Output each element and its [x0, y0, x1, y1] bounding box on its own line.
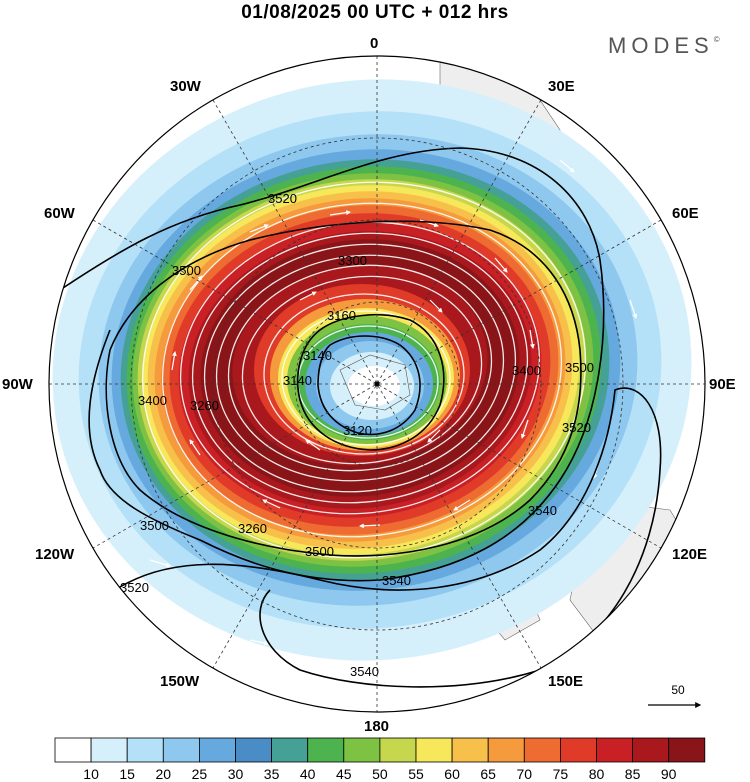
height-contours [59, 147, 662, 688]
lon-label-30w: 30W [170, 78, 201, 95]
copyright-mark: © [713, 35, 720, 44]
contour-label: 3160 [327, 308, 356, 323]
contour-label: 3260 [238, 521, 267, 536]
colorbar-label: 55 [408, 766, 424, 782]
colorbar-label: 15 [119, 766, 135, 782]
lon-label-90e: 90E [709, 376, 736, 393]
lon-label-120w: 120W [35, 546, 75, 563]
graticule [49, 56, 705, 712]
reference-vector-label: 50 [671, 683, 685, 697]
contour-label: 3300 [338, 253, 367, 268]
lon-label-150w: 150W [160, 673, 200, 690]
contour-label: 3400 [512, 363, 541, 378]
colorbar-label: 10 [83, 766, 99, 782]
lon-label-0: 0 [370, 35, 379, 52]
lon-label-180: 180 [364, 718, 390, 735]
contour-label: 3520 [268, 191, 297, 206]
contour-label: 3520 [120, 580, 149, 595]
colorbar-label: 35 [263, 766, 280, 782]
lon-label-60w: 60W [44, 205, 75, 222]
pole-marker [374, 381, 380, 387]
contour-label: 3540 [350, 664, 379, 679]
map-border [48, 55, 706, 713]
map-title: 01/08/2025 00 UTC + 012 hrs [241, 2, 509, 23]
colorbar-label: 20 [155, 766, 172, 782]
colorbar-label: 60 [444, 766, 460, 782]
brand-name: MODES [608, 33, 714, 58]
lon-label-150e: 150E [548, 673, 584, 690]
contour-label: 3260 [190, 398, 219, 413]
colorbar-label: 90 [660, 766, 677, 782]
contour-label: 3500 [305, 544, 334, 559]
colorbar-label: 85 [624, 766, 641, 782]
colorbar-label: 80 [588, 766, 605, 782]
colorbar-label: 25 [191, 766, 208, 782]
lon-label-120e: 120E [672, 546, 708, 563]
colorbar-label: 30 [227, 766, 244, 782]
contour-label: 3140 [283, 373, 312, 388]
contour-label: 3500 [140, 518, 169, 533]
land-antarctica [339, 354, 411, 411]
contour-label: 3400 [138, 393, 167, 408]
brand-logo: MODES© [608, 33, 720, 59]
contour-label: 3540 [528, 503, 557, 518]
colorbar-label: 75 [552, 766, 569, 782]
contour-label: 3520 [562, 420, 591, 435]
contour-label: 3540 [382, 573, 411, 588]
contour-label: 3500 [565, 360, 594, 375]
lon-label-60e: 60E [672, 205, 699, 222]
colorbar-label: 70 [516, 766, 533, 782]
wind-speed-shading: 3520 3500 3160 3140 3120 3140 3260 3300 … [49, 56, 705, 712]
contour-label: 3500 [172, 263, 201, 278]
contour-label: 3120 [343, 423, 372, 438]
colorbar-label: 50 [372, 766, 388, 782]
lon-label-30e: 30E [548, 78, 575, 95]
lon-label-90w: 90W [2, 376, 33, 393]
wind-arrows [149, 159, 638, 666]
colorbar-label: 45 [336, 766, 352, 782]
colorbar-label: 65 [480, 766, 496, 782]
contour-label: 3140 [303, 348, 332, 363]
contour-labels: 3520 3500 3160 3140 3120 3140 3260 3300 … [120, 191, 594, 679]
colorbar-label: 40 [299, 766, 316, 782]
